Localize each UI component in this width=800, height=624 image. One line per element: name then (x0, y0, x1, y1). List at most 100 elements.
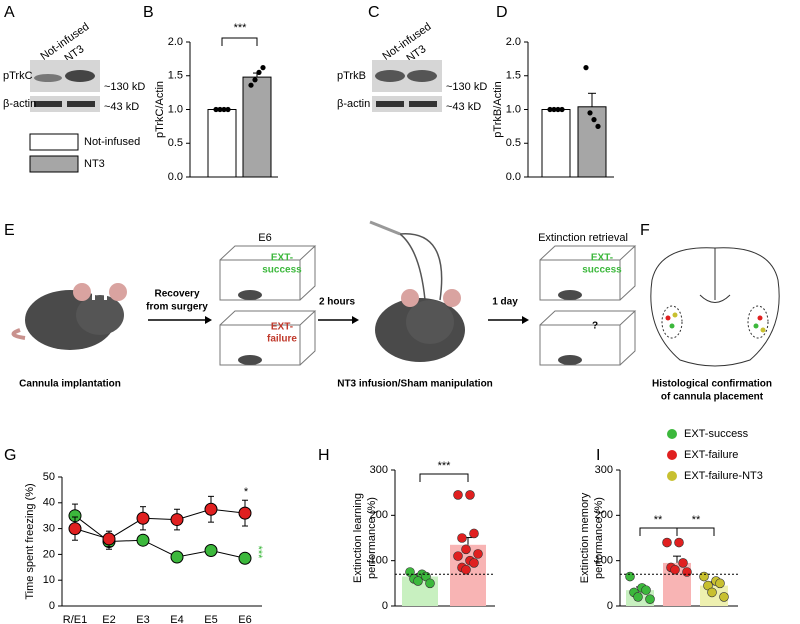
data-point (413, 576, 423, 586)
significance-bracket (676, 527, 715, 536)
y-tick-label: 0.5 (168, 137, 183, 149)
data-point (213, 106, 219, 113)
y-tick-label: 1.5 (506, 70, 521, 82)
y-tick-label: 1.5 (168, 70, 183, 82)
legend-label: EXT-success (684, 428, 749, 440)
data-point (469, 528, 479, 539)
y-tick-label: 20 (43, 548, 55, 560)
y-tick-label: 1.0 (168, 103, 183, 115)
data-point (465, 490, 475, 500)
size-label: ~130 kD (104, 81, 145, 93)
marker (238, 506, 252, 520)
mouse (369, 220, 465, 362)
significance-bracket (419, 473, 469, 482)
data-point (217, 106, 223, 113)
caption: of cannula placement (661, 392, 764, 403)
data-point (587, 110, 593, 116)
data-point (625, 571, 635, 582)
data-point (260, 65, 266, 71)
y-tick-label: 50 (43, 471, 55, 483)
band (376, 101, 404, 107)
row-label: pTrkB (337, 70, 366, 82)
mouse (558, 355, 582, 365)
y-tick-label: 0.0 (506, 171, 521, 183)
legend-marker (667, 450, 677, 460)
mouse (238, 355, 262, 365)
group-label: failure (267, 334, 297, 345)
x-tick-label: E4 (170, 614, 183, 624)
mouse (558, 290, 582, 300)
panel-letter: H (318, 447, 330, 464)
step-label: Recovery (154, 289, 199, 300)
y-tick-label: 40 (43, 497, 55, 509)
blot (372, 96, 442, 112)
size-label: ~43 kD (104, 101, 139, 113)
x-tick-label: E5 (204, 614, 217, 624)
series-line (74, 515, 246, 559)
data-point (457, 533, 467, 543)
step-label: 1 day (492, 297, 518, 308)
arrow-head (352, 316, 359, 324)
bar (207, 109, 237, 178)
bar (577, 106, 607, 178)
panel-letter: F (640, 222, 650, 239)
data-point (682, 567, 692, 577)
bar (541, 109, 571, 178)
data-point (707, 587, 717, 598)
arrow-head (205, 316, 212, 324)
significance: * (244, 486, 249, 498)
box-title: E6 (258, 232, 271, 244)
group-label: EXT- (591, 253, 613, 264)
box (539, 245, 637, 366)
data-point (551, 106, 557, 113)
marker (170, 513, 184, 527)
data-point (256, 69, 262, 75)
y-tick-label: 300 (370, 464, 388, 476)
marker (238, 551, 252, 565)
data-point (670, 564, 680, 575)
group-label: success (582, 265, 622, 276)
y-tick-label: 2.0 (168, 36, 183, 48)
y-tick-label: 0.0 (168, 171, 183, 183)
y-tick-label: 30 (43, 523, 55, 535)
step-label: 2 hours (319, 297, 356, 308)
legend-marker (667, 429, 677, 439)
box-title: Extinction retrieval (538, 232, 628, 244)
size-label: ~43 kD (446, 101, 481, 113)
marker (204, 544, 218, 558)
legend-swatch (29, 155, 79, 173)
panel-letter: G (4, 447, 16, 464)
band (67, 101, 95, 107)
row-label: β-actin (3, 98, 36, 110)
data-point (555, 106, 561, 113)
step-label: Cannula implantation (19, 379, 121, 390)
panel-letter: B (143, 4, 154, 21)
y-tick-label: 10 (43, 574, 55, 586)
data-point (699, 571, 709, 582)
data-point (678, 558, 688, 568)
y-tick-label: 0 (49, 600, 55, 612)
x-tick-label: E2 (102, 614, 115, 624)
significance-bracket (221, 37, 258, 46)
band (34, 101, 62, 107)
group-label: success (262, 265, 302, 276)
y-tick-label: 0.5 (506, 137, 521, 149)
y-tick-label: 1.0 (506, 103, 521, 115)
band (34, 74, 62, 82)
y-axis-label: Extinction memory (579, 492, 591, 583)
panel-letter: D (496, 4, 508, 21)
data-point (719, 592, 729, 602)
y-axis-label: Extinction learning (352, 493, 364, 583)
significance: *** (438, 460, 452, 472)
y-axis-label: performance (%) (593, 497, 605, 579)
data-point (225, 106, 231, 113)
panel-letter: I (596, 447, 600, 464)
caption: Histological confirmation (652, 379, 772, 390)
step-label: from surgery (146, 302, 208, 313)
panel-letter: E (4, 222, 15, 239)
marker (68, 522, 82, 536)
data-point (591, 117, 597, 123)
band (65, 70, 95, 82)
x-tick-label: E6 (238, 614, 251, 624)
